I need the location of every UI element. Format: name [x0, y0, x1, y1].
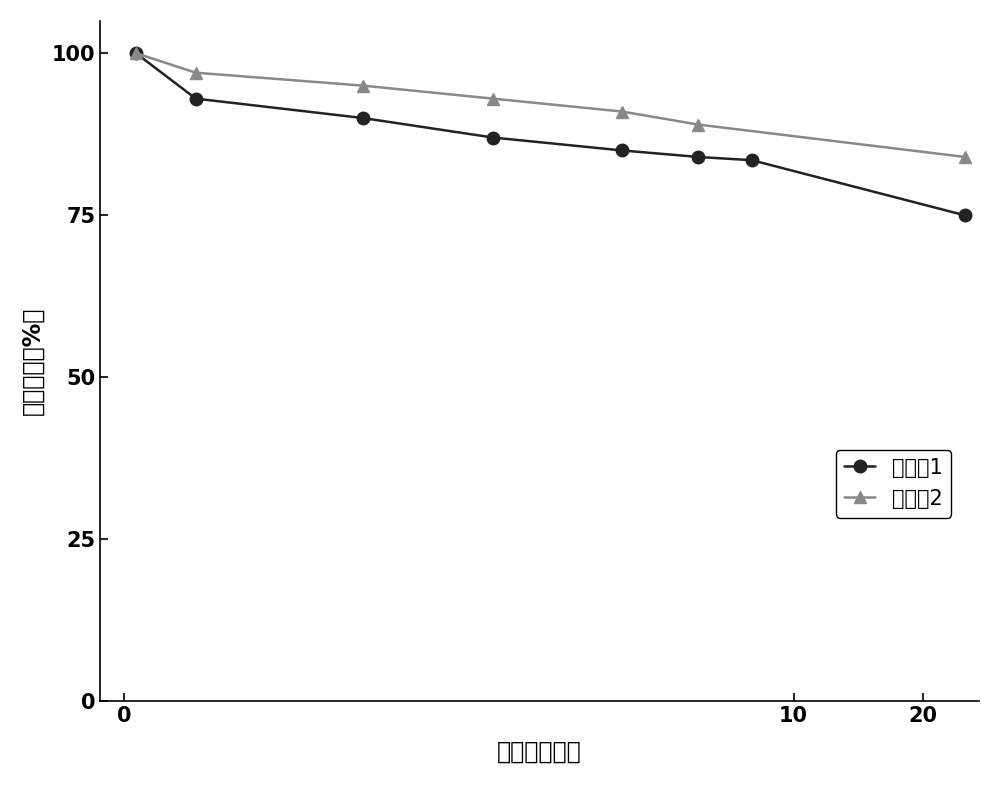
Line: 实施例2: 实施例2: [130, 47, 971, 163]
实施例2: [357, 81, 369, 90]
Legend: 实施例1, 实施例2: 实施例1, 实施例2: [836, 450, 951, 517]
实施例2: [190, 68, 202, 78]
实施例2: [959, 152, 971, 162]
实施例2: [487, 94, 499, 104]
实施例1: [487, 133, 499, 142]
实施例2: [130, 49, 142, 58]
实施例1: [959, 210, 971, 220]
实施例2: [616, 107, 628, 116]
Line: 实施例1: 实施例1: [130, 47, 971, 221]
实施例1: [692, 152, 704, 162]
X-axis label: 时间（小时）: 时间（小时）: [497, 740, 582, 764]
实施例1: [746, 155, 758, 165]
实施例1: [357, 113, 369, 122]
实施例1: [130, 49, 142, 58]
实施例2: [692, 120, 704, 130]
实施例1: [616, 146, 628, 155]
Y-axis label: 放化纯度（%）: 放化纯度（%）: [21, 307, 45, 415]
实施例1: [190, 94, 202, 104]
